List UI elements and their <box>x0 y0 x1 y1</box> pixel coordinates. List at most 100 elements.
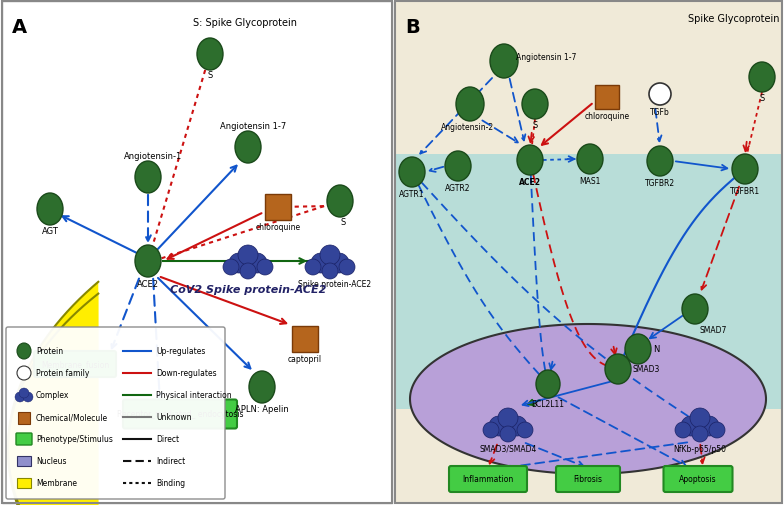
Text: Receptor_mediated_ endocytosis: Receptor_mediated_ endocytosis <box>117 410 243 419</box>
Text: Spike Glycoprotein: Spike Glycoprotein <box>688 14 780 24</box>
Circle shape <box>247 254 267 274</box>
Text: AGT: AGT <box>42 227 59 235</box>
Circle shape <box>305 260 321 275</box>
Circle shape <box>649 84 671 106</box>
Text: Physical interaction: Physical interaction <box>156 391 231 400</box>
Bar <box>395 2 782 503</box>
Circle shape <box>15 392 25 402</box>
Text: Down-regulates: Down-regulates <box>156 369 216 378</box>
Text: captopril: captopril <box>288 355 322 363</box>
Text: N: N <box>653 345 659 354</box>
Circle shape <box>339 260 355 275</box>
Ellipse shape <box>522 90 548 120</box>
Text: Protein family: Protein family <box>36 369 89 378</box>
Text: TGFBR2: TGFBR2 <box>645 179 675 188</box>
FancyBboxPatch shape <box>663 466 732 492</box>
Ellipse shape <box>197 39 223 71</box>
Circle shape <box>23 392 33 402</box>
Text: APLN: Apelin: APLN: Apelin <box>235 404 289 413</box>
Text: CoV2 Spike protein-ACE2: CoV2 Spike protein-ACE2 <box>170 284 326 294</box>
FancyBboxPatch shape <box>123 400 237 429</box>
Polygon shape <box>410 324 766 474</box>
Text: Membrane: Membrane <box>36 479 77 487</box>
Ellipse shape <box>135 162 161 193</box>
Text: S: S <box>532 121 538 130</box>
Text: SMAD3: SMAD3 <box>633 365 660 374</box>
Text: Chemical/Molecule: Chemical/Molecule <box>36 413 108 422</box>
Text: BCL2L11: BCL2L11 <box>532 399 564 408</box>
Text: MAS1: MAS1 <box>579 177 601 186</box>
Circle shape <box>709 422 725 438</box>
Ellipse shape <box>517 146 543 176</box>
Ellipse shape <box>445 152 471 182</box>
Ellipse shape <box>732 155 758 185</box>
Circle shape <box>257 260 273 275</box>
Text: Phenotype/Stimulus: Phenotype/Stimulus <box>36 435 113 443</box>
Ellipse shape <box>37 193 63 226</box>
Text: B: B <box>405 18 419 37</box>
Text: SMAD3/SMAD4: SMAD3/SMAD4 <box>479 444 537 453</box>
Ellipse shape <box>749 63 775 93</box>
Text: SMAD7: SMAD7 <box>700 325 728 334</box>
Text: Membrane_fusion: Membrane_fusion <box>41 360 109 369</box>
Ellipse shape <box>682 294 708 324</box>
FancyBboxPatch shape <box>556 466 620 492</box>
Circle shape <box>489 416 509 436</box>
Text: S: S <box>340 218 346 227</box>
Text: S: S <box>760 94 764 103</box>
Ellipse shape <box>235 132 261 164</box>
Bar <box>395 419 782 503</box>
Circle shape <box>483 422 499 438</box>
Polygon shape <box>8 282 98 505</box>
Ellipse shape <box>577 145 603 175</box>
Text: Apoptosis: Apoptosis <box>679 475 717 484</box>
Ellipse shape <box>17 343 31 359</box>
Bar <box>595 86 619 110</box>
Text: Inflammation: Inflammation <box>463 475 514 484</box>
Circle shape <box>223 260 239 275</box>
Text: Complex: Complex <box>36 391 69 400</box>
Circle shape <box>507 416 527 436</box>
Ellipse shape <box>536 370 560 398</box>
Circle shape <box>320 245 340 266</box>
Text: AGTR2: AGTR2 <box>445 184 470 192</box>
Bar <box>2 2 392 503</box>
Ellipse shape <box>135 245 161 277</box>
Text: Spike protein-ACE2: Spike protein-ACE2 <box>299 279 372 288</box>
Text: TGFBR1: TGFBR1 <box>730 187 760 195</box>
Ellipse shape <box>456 88 484 122</box>
Bar <box>18 412 30 424</box>
FancyBboxPatch shape <box>6 327 225 499</box>
Text: ACE2: ACE2 <box>519 178 541 187</box>
Circle shape <box>238 245 258 266</box>
Bar <box>292 326 318 352</box>
Text: chloroquine: chloroquine <box>584 112 630 121</box>
Circle shape <box>498 408 518 428</box>
Circle shape <box>692 426 708 442</box>
Bar <box>17 478 31 488</box>
Text: ACE2: ACE2 <box>137 279 159 288</box>
Text: Up-regulates: Up-regulates <box>156 347 205 356</box>
Bar <box>395 2 782 503</box>
FancyBboxPatch shape <box>34 351 116 377</box>
Ellipse shape <box>327 186 353 218</box>
Ellipse shape <box>399 158 425 188</box>
Circle shape <box>17 366 31 380</box>
Text: S: S <box>208 71 212 80</box>
Bar <box>395 155 782 409</box>
Text: Angiotensin 1-7: Angiotensin 1-7 <box>516 53 576 62</box>
Text: Angiotensin 1-7: Angiotensin 1-7 <box>220 122 286 131</box>
Circle shape <box>500 426 516 442</box>
Ellipse shape <box>490 45 518 79</box>
Ellipse shape <box>249 371 275 403</box>
Circle shape <box>311 254 331 274</box>
FancyBboxPatch shape <box>449 466 527 492</box>
Text: A: A <box>12 18 27 37</box>
Text: Angiotensin-1: Angiotensin-1 <box>124 152 182 161</box>
Text: TGFb: TGFb <box>650 108 670 117</box>
Circle shape <box>329 254 349 274</box>
Circle shape <box>675 422 691 438</box>
Text: NfKb-p65/p50: NfKb-p65/p50 <box>673 444 727 453</box>
Text: chloroquine: chloroquine <box>256 223 300 231</box>
Text: Unknown: Unknown <box>156 413 191 422</box>
